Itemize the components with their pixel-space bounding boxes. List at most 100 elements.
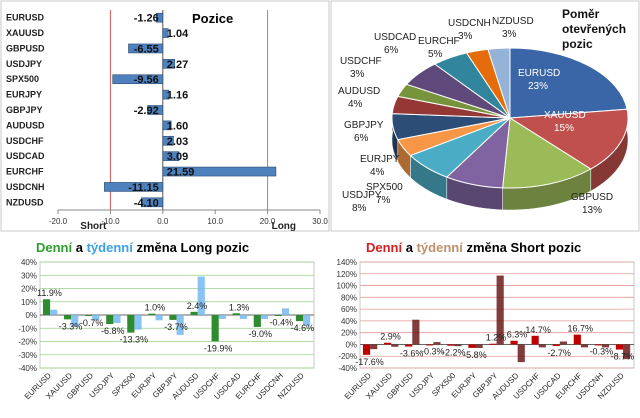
short-change-chart-title: Denní a týdenní změna Short pozic <box>366 240 581 255</box>
short-data-label-usdcnh: -0.3% <box>590 347 614 357</box>
short-bar-denn--usdjpy <box>426 344 434 346</box>
pie-label-name-usdcad: USDCAD <box>374 32 416 43</box>
long-data-label-usdcnh: -0.4% <box>270 318 294 328</box>
long-data-label-gbpusd: -0.7% <box>80 318 104 328</box>
pie-slice-gbpusd <box>502 117 592 189</box>
category-label-gbpjpy: GBPJPY <box>6 105 43 115</box>
category-label-usdchf: USDCHF <box>6 136 44 146</box>
bar-eurchf <box>162 166 277 177</box>
bar-usdjpy <box>162 59 175 69</box>
pie-label-value-xauusd: 15% <box>554 123 574 134</box>
pie-label-value-gbpjpy: 6% <box>354 133 369 144</box>
value-label-usdcnh: -11.15 <box>128 182 159 194</box>
long-bar-denn--usdcad <box>232 313 240 315</box>
pie-label-name-xauusd: XAUUSD <box>544 110 586 121</box>
title-fragment: a <box>72 240 87 255</box>
short-bar-t-denn--nzdusd <box>623 344 631 360</box>
long-y-tick-label: -30% <box>18 351 37 360</box>
long-data-label-usdchf: -19.9% <box>204 343 233 353</box>
category-label-spx500: SPX500 <box>6 74 39 84</box>
long-y-tick-label: -40% <box>18 364 37 373</box>
bar-eurusd <box>155 12 164 23</box>
bar-nzdusd <box>141 197 164 208</box>
positions-bar-chart: -20.0 -10.0 0.0 10.0 20.0 30.0 Short Long EURUSD… <box>0 0 330 232</box>
long-data-label-usdcad: 1.3% <box>229 302 250 312</box>
short-data-label-usdcad: -2.7% <box>547 348 571 358</box>
pie-label-name-nzdusd: NZDUSD <box>492 16 534 27</box>
bar-usdcad <box>162 151 180 161</box>
bar-eurjpy <box>162 89 170 100</box>
short-data-label-eurusd: -17.6% <box>355 357 384 367</box>
pie-label-value-usdcnh: 3% <box>458 31 473 42</box>
long-bar-t-denn--gbpusd <box>92 315 100 321</box>
short-bar-denn--xauusd <box>384 342 392 345</box>
value-label-eurjpy: 1.16 <box>167 90 188 102</box>
long-bar-t-denn--usdjpy <box>113 315 121 323</box>
pie-slice-eurusd <box>509 47 628 119</box>
long-bar-t-denn--eurjpy <box>155 315 163 321</box>
short-data-label-nzdusd: -8.7% <box>611 352 635 362</box>
category-label-gbpusd: GBPUSD <box>6 43 45 53</box>
short-bar-denn--usdcnh <box>594 344 602 346</box>
pie-label-value-eurjpy: 4% <box>370 167 385 178</box>
value-label-gbpjpy: -2.92 <box>134 105 159 117</box>
long-data-label-xauusd: -3.3% <box>59 321 83 331</box>
short-bar-denn--gbpusd <box>405 344 413 347</box>
pie-label-value-eurchf: 5% <box>428 49 443 60</box>
long-data-label-eurchf: -9.0% <box>248 329 272 339</box>
short-bar-t-denn--gbpusd <box>412 319 420 345</box>
long-data-label-eurjpy: 1.0% <box>145 303 166 313</box>
x-tick-label: -20.0 <box>49 217 68 226</box>
pie-label-value-usdcad: 6% <box>384 45 399 56</box>
long-bar-denn--eurusd <box>42 299 51 315</box>
long-bar-t-denn--eurchf <box>260 315 269 319</box>
pie-title-line: pozic <box>562 37 593 51</box>
category-label-usdcad: USDCAD <box>6 151 45 161</box>
long-change-bar-chart: 40%30%20%10%0%-10%-20%-30%-40%11.9%EURUS… <box>18 258 315 402</box>
pie-label-name-gbpjpy: GBPJPY <box>344 120 384 131</box>
long-bar-denn--eurchf <box>253 315 261 327</box>
short-y-tick-label: 100% <box>337 282 357 291</box>
long-bar-t-denn--gbpjpy <box>176 315 184 335</box>
long-bar-denn--usdjpy <box>106 315 114 325</box>
title-fragment: Denní <box>366 240 403 255</box>
value-label-nzdusd: -4.10 <box>134 197 159 209</box>
pie-label-name-audusd: AUDUSD <box>338 86 380 97</box>
long-data-label-spx500: -13.3% <box>120 335 149 345</box>
short-y-tick-label: -20% <box>338 352 357 361</box>
bar-usdcnh <box>104 182 164 192</box>
value-label-usdchf: 2.03 <box>167 136 188 148</box>
value-label-usdcad: 3.09 <box>167 151 188 163</box>
value-label-gbpusd: -6.55 <box>134 43 159 55</box>
short-y-tick-label: -40% <box>338 364 357 373</box>
pie-slice-xauusd <box>508 108 629 170</box>
pie-label-name-usdchf: USDCHF <box>340 56 382 67</box>
x-tick-label: -10.0 <box>101 217 120 226</box>
short-label: Short <box>80 221 107 232</box>
short-bar-denn--usdcad <box>552 344 560 347</box>
long-bar-denn--usdcnh <box>274 315 282 316</box>
long-bar-denn--xauusd <box>64 315 72 320</box>
title-fragment: a <box>402 240 417 255</box>
long-y-tick-label: 30% <box>21 271 37 280</box>
short-bar-denn--spx500 <box>447 344 455 346</box>
short-bar-t-denn--eurusd <box>370 344 378 350</box>
short-bar-t-denn--usdchf <box>538 344 546 348</box>
long-bar-denn--spx500 <box>127 315 135 333</box>
short-bar-t-denn--usdcad <box>559 341 567 345</box>
short-data-label-usdjpy: -0.3% <box>421 347 445 357</box>
short-bar-t-denn--gbpjpy <box>496 275 504 345</box>
pie-title-line: otevřených <box>562 22 626 36</box>
long-data-label-audusd: 2.4% <box>187 301 208 311</box>
long-bar-t-denn--usdcnh <box>281 308 290 315</box>
long-y-tick-label: -20% <box>18 338 37 347</box>
pie-label-value-usdjpy: 8% <box>352 203 367 214</box>
short-bar-t-denn--spx500 <box>454 344 462 347</box>
pie-label-value-eurusd: 23% <box>528 81 548 92</box>
long-bar-t-denn--eurusd <box>50 309 58 315</box>
short-data-label-xauusd: 2.9% <box>380 332 401 342</box>
long-label: Long <box>272 221 296 232</box>
short-y-tick-label: 0% <box>345 340 357 349</box>
long-bar-denn--gbpusd <box>85 315 93 316</box>
bar-audusd <box>162 120 172 131</box>
